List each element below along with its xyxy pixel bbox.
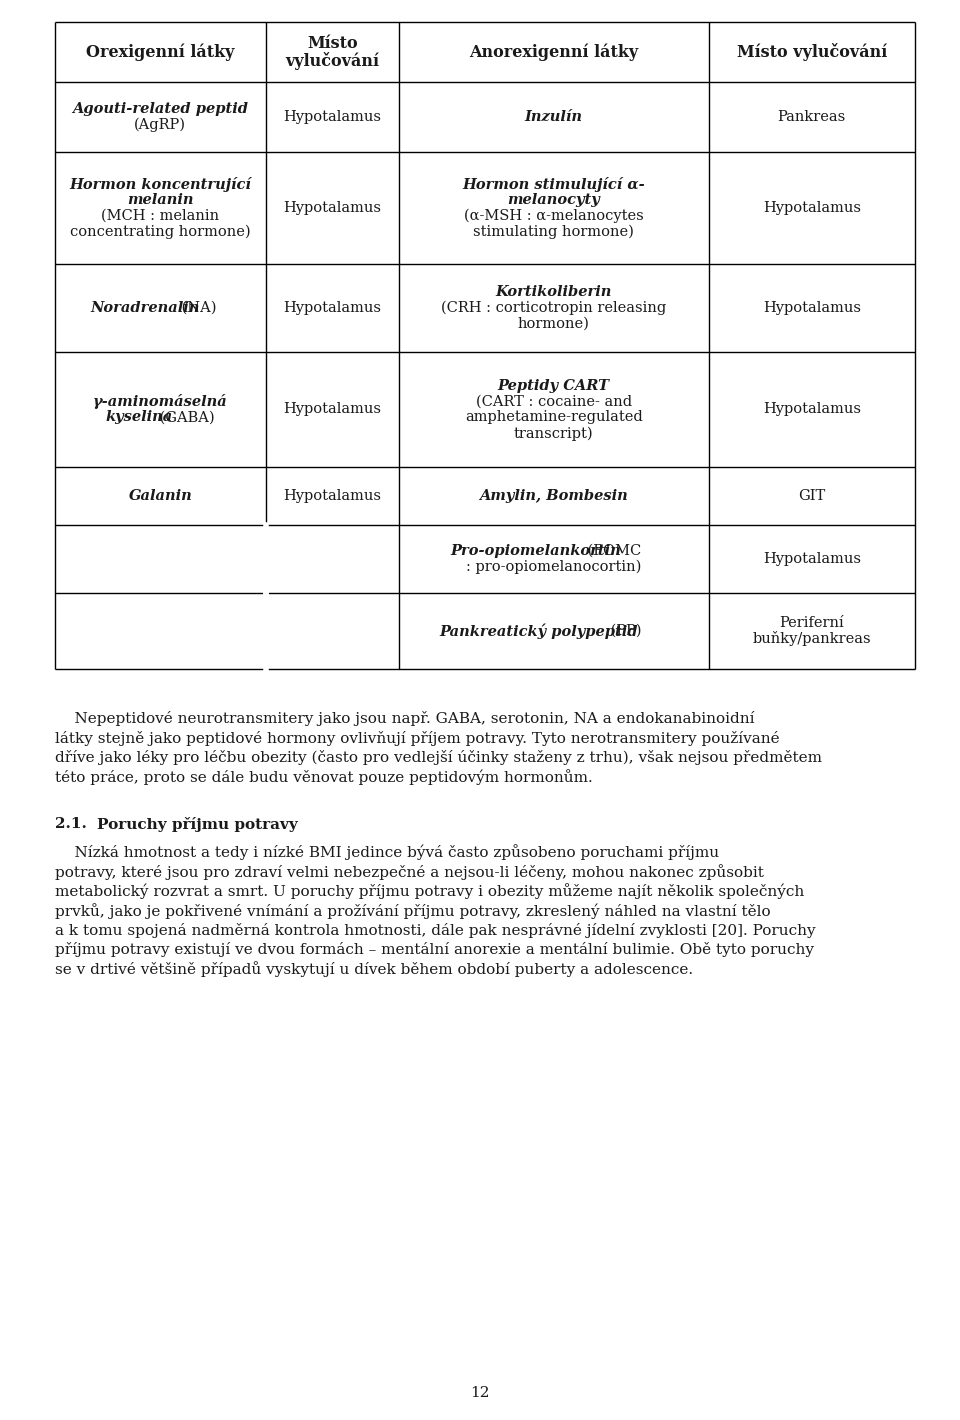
Text: Hypotalamus: Hypotalamus [763, 402, 861, 416]
Text: Inzulín: Inzulín [525, 109, 583, 124]
Text: metabolický rozvrat a smrt. U poruchy příjmu potravy i obezity můžeme najít něko: metabolický rozvrat a smrt. U poruchy př… [55, 883, 804, 899]
Text: stimulating hormone): stimulating hormone) [473, 224, 635, 239]
Text: transcript): transcript) [514, 426, 593, 440]
Text: (POMC: (POMC [583, 544, 640, 558]
Text: (GABA): (GABA) [155, 410, 214, 425]
Text: melanin: melanin [127, 193, 194, 207]
Text: Anorexigenní látky: Anorexigenní látky [469, 43, 638, 61]
Text: 2.1.: 2.1. [55, 816, 86, 831]
Text: Hypotalamus: Hypotalamus [283, 301, 381, 315]
Text: buňky/pankreas: buňky/pankreas [753, 632, 871, 646]
Text: se v drtivé většině případů vyskytují u dívek během období puberty a adolescence: se v drtivé většině případů vyskytují u … [55, 961, 693, 977]
Text: 12: 12 [470, 1386, 490, 1400]
Text: Nepeptidové neurotransmitery jako jsou např. GABA, serotonin, NA a endokanabinoi: Nepeptidové neurotransmitery jako jsou n… [55, 711, 755, 726]
Text: : pro-opiomelanocortin): : pro-opiomelanocortin) [467, 559, 641, 574]
Text: (CART : cocaine- and: (CART : cocaine- and [476, 395, 632, 409]
Text: Kortikoliberin: Kortikoliberin [495, 285, 612, 300]
Text: této práce, proto se dále budu věnovat pouze peptidovým hormonům.: této práce, proto se dále budu věnovat p… [55, 770, 592, 785]
Text: Pankreas: Pankreas [778, 109, 846, 124]
Text: concentrating hormone): concentrating hormone) [70, 224, 251, 239]
Text: kyselina: kyselina [106, 410, 173, 425]
Text: Nízká hmotnost a tedy i nízké BMI jedince bývá často způsobeno poruchami příjmu: Nízká hmotnost a tedy i nízké BMI jedinc… [55, 845, 719, 861]
Text: (NA): (NA) [178, 301, 217, 315]
Text: Hypotalamus: Hypotalamus [763, 301, 861, 315]
Text: (α-MSH : α-melanocytes: (α-MSH : α-melanocytes [464, 209, 643, 223]
Text: vylučování: vylučování [285, 51, 379, 70]
Text: Hormon stimulující α-: Hormon stimulující α- [463, 176, 645, 192]
Text: (MCH : melanin: (MCH : melanin [102, 209, 220, 223]
Text: hormone): hormone) [517, 317, 589, 331]
Text: potravy, které jsou pro zdraví velmi nebezpečné a nejsou-li léčeny, mohou nakone: potravy, které jsou pro zdraví velmi neb… [55, 863, 764, 880]
Text: Místo vylučování: Místo vylučování [736, 43, 887, 61]
Text: Místo: Místo [307, 34, 358, 51]
Text: (PP): (PP) [606, 623, 641, 638]
Text: příjmu potravy existují ve dvou formách – mentální anorexie a mentální bulimie. : příjmu potravy existují ve dvou formách … [55, 941, 814, 957]
Text: Orexigenní látky: Orexigenní látky [86, 43, 234, 61]
Text: amphetamine-regulated: amphetamine-regulated [465, 410, 642, 425]
Text: Hormon koncentrující: Hormon koncentrující [69, 176, 252, 192]
Text: GIT: GIT [798, 488, 826, 503]
Text: Hypotalamus: Hypotalamus [763, 552, 861, 567]
Text: prvků, jako je pokřivené vnímání a prožívání příjmu potravy, zkreslený náhled na: prvků, jako je pokřivené vnímání a proží… [55, 903, 771, 919]
Text: Poruchy příjmu potravy: Poruchy příjmu potravy [97, 816, 298, 832]
Text: Hypotalamus: Hypotalamus [283, 202, 381, 214]
Text: Peptidy CART: Peptidy CART [498, 379, 610, 392]
Text: dříve jako léky pro léčbu obezity (často pro vedlejší účinky staženy z trhu), vš: dříve jako léky pro léčbu obezity (často… [55, 750, 822, 765]
Text: Hypotalamus: Hypotalamus [763, 202, 861, 214]
Text: (CRH : corticotropin releasing: (CRH : corticotropin releasing [442, 301, 666, 315]
Text: Amylin, Bombesin: Amylin, Bombesin [479, 488, 628, 503]
Text: Hypotalamus: Hypotalamus [283, 488, 381, 503]
Text: melanocyty: melanocyty [508, 193, 600, 207]
Text: Hypotalamus: Hypotalamus [283, 402, 381, 416]
Text: (AgRP): (AgRP) [134, 118, 186, 132]
Text: Periferní: Periferní [780, 616, 844, 630]
Text: Pro-opiomelankortin: Pro-opiomelankortin [450, 544, 621, 558]
Text: γ-aminomáselná: γ-aminomáselná [93, 393, 228, 409]
Text: Pankreatický polypeptid: Pankreatický polypeptid [440, 623, 637, 639]
Text: Galanin: Galanin [129, 488, 192, 503]
Text: Hypotalamus: Hypotalamus [283, 109, 381, 124]
Text: a k tomu spojená nadměrná kontrola hmotnosti, dále pak nesprávné jídelní zvyklos: a k tomu spojená nadměrná kontrola hmotn… [55, 923, 816, 937]
Text: Agouti-related peptid: Agouti-related peptid [72, 102, 249, 116]
Text: Noradrenalin: Noradrenalin [90, 301, 200, 315]
Text: látky stejně jako peptidové hormony ovlivňují příjem potravy. Tyto nerotransmite: látky stejně jako peptidové hormony ovli… [55, 730, 780, 746]
